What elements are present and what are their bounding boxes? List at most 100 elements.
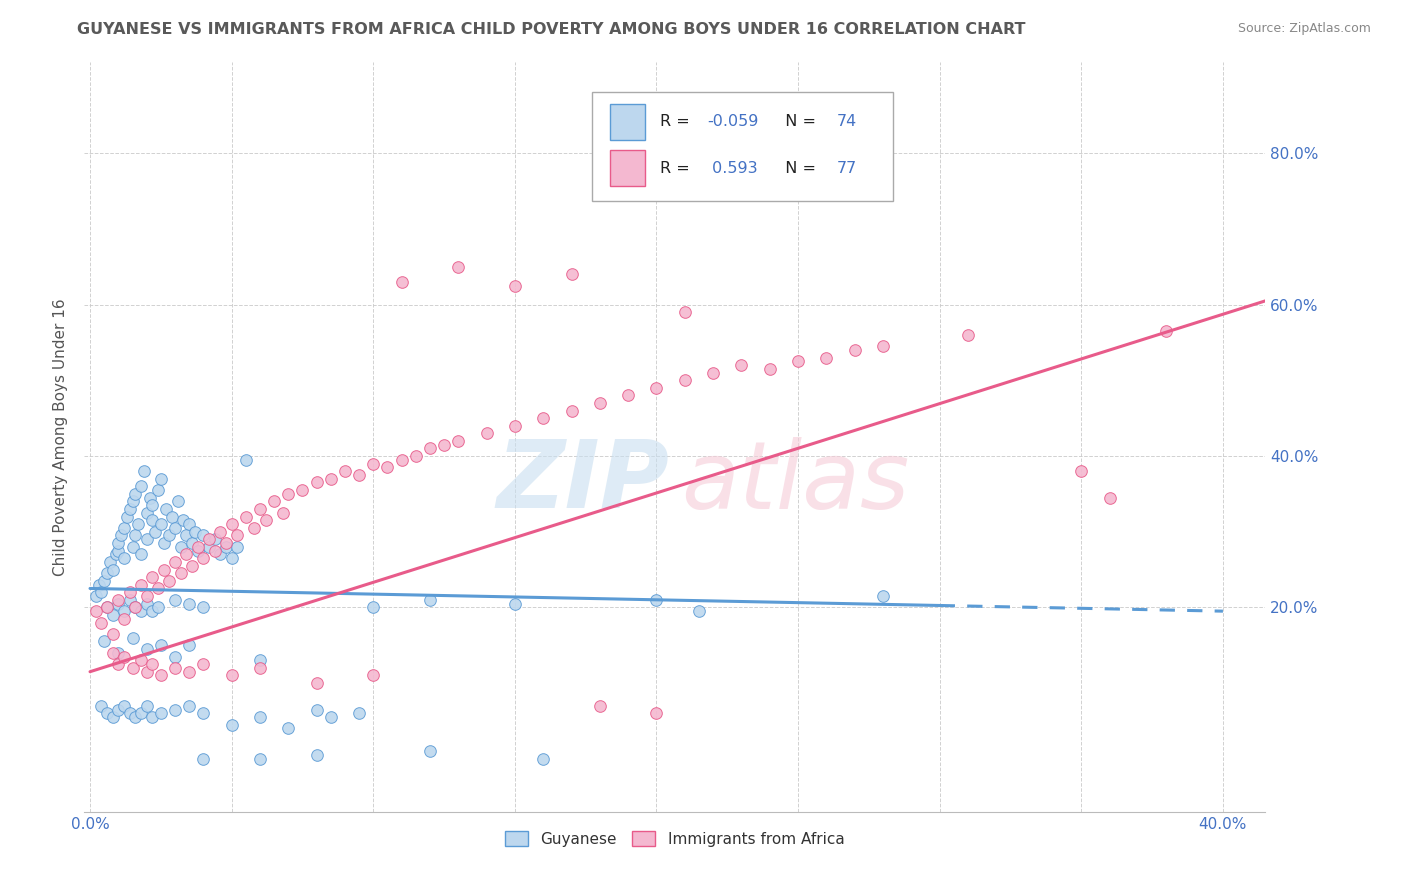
Point [110, 528, 132, 542]
Point [391, 452, 413, 467]
Text: 77: 77 [837, 161, 856, 176]
Point [96, 706, 118, 721]
Point [319, 472, 342, 486]
Point [135, 533, 157, 547]
Point [645, 381, 668, 395]
Point [815, 351, 838, 365]
Point [305, 702, 328, 716]
Point [98, 555, 121, 569]
Point [118, 502, 141, 516]
Point [112, 604, 135, 618]
Point [688, 604, 710, 618]
Point [118, 585, 141, 599]
Point [107, 592, 129, 607]
Point [166, 494, 188, 508]
Point [135, 665, 157, 679]
Point [333, 464, 356, 478]
Point [305, 747, 328, 762]
Point [263, 494, 285, 508]
Point [169, 540, 191, 554]
Point [152, 562, 174, 576]
Point [129, 479, 152, 493]
Text: 0.593: 0.593 [707, 161, 758, 176]
Point [215, 540, 238, 554]
Point [305, 475, 328, 490]
Point [146, 600, 169, 615]
Point [221, 668, 243, 682]
Point [209, 548, 232, 562]
Point [221, 717, 243, 731]
Point [176, 548, 198, 562]
Point [112, 551, 135, 566]
Point [187, 540, 209, 554]
Point [124, 710, 146, 724]
Point [209, 524, 232, 539]
Text: -0.059: -0.059 [707, 114, 758, 129]
Point [226, 540, 249, 554]
Point [193, 706, 215, 721]
Point [107, 646, 129, 660]
Point [361, 668, 384, 682]
Point [361, 600, 384, 615]
Point [419, 592, 441, 607]
Point [107, 536, 129, 550]
Point [254, 513, 277, 527]
Point [118, 706, 141, 721]
Text: Source: ZipAtlas.com: Source: ZipAtlas.com [1237, 22, 1371, 36]
Point [129, 548, 152, 562]
Point [101, 562, 124, 576]
Text: 74: 74 [837, 114, 856, 129]
Point [419, 442, 441, 456]
Point [181, 558, 204, 573]
Point [112, 612, 135, 626]
Point [176, 528, 198, 542]
Point [135, 506, 157, 520]
Point [149, 517, 172, 532]
Point [104, 548, 127, 562]
Point [138, 491, 160, 505]
Point [347, 706, 370, 721]
Point [226, 528, 249, 542]
Point [447, 434, 470, 448]
Point [124, 487, 146, 501]
Point [90, 698, 112, 713]
Point [112, 698, 135, 713]
Point [149, 638, 172, 652]
Point [84, 589, 107, 603]
Point [184, 524, 207, 539]
Point [121, 540, 143, 554]
Point [152, 536, 174, 550]
Point [124, 600, 146, 615]
Text: R =: R = [659, 161, 695, 176]
Point [179, 698, 201, 713]
Point [204, 543, 226, 558]
Point [179, 597, 201, 611]
Point [157, 574, 180, 588]
Point [132, 464, 155, 478]
Point [149, 706, 172, 721]
Point [163, 702, 186, 716]
Point [127, 517, 149, 532]
Text: R =: R = [659, 114, 695, 129]
Point [163, 661, 186, 675]
Point [101, 627, 124, 641]
Point [243, 521, 266, 535]
Y-axis label: Child Poverty Among Boys Under 16: Child Poverty Among Boys Under 16 [52, 298, 67, 576]
Point [141, 710, 163, 724]
Point [277, 722, 299, 736]
Point [235, 452, 257, 467]
Point [702, 366, 724, 380]
Point [503, 278, 526, 293]
Point [872, 589, 894, 603]
Point [377, 460, 399, 475]
Point [163, 649, 186, 664]
Point [129, 604, 152, 618]
Point [204, 533, 226, 547]
Point [107, 597, 129, 611]
Point [193, 600, 215, 615]
Point [93, 634, 115, 648]
Point [135, 589, 157, 603]
Point [249, 752, 271, 766]
Point [141, 570, 163, 584]
Point [84, 604, 107, 618]
